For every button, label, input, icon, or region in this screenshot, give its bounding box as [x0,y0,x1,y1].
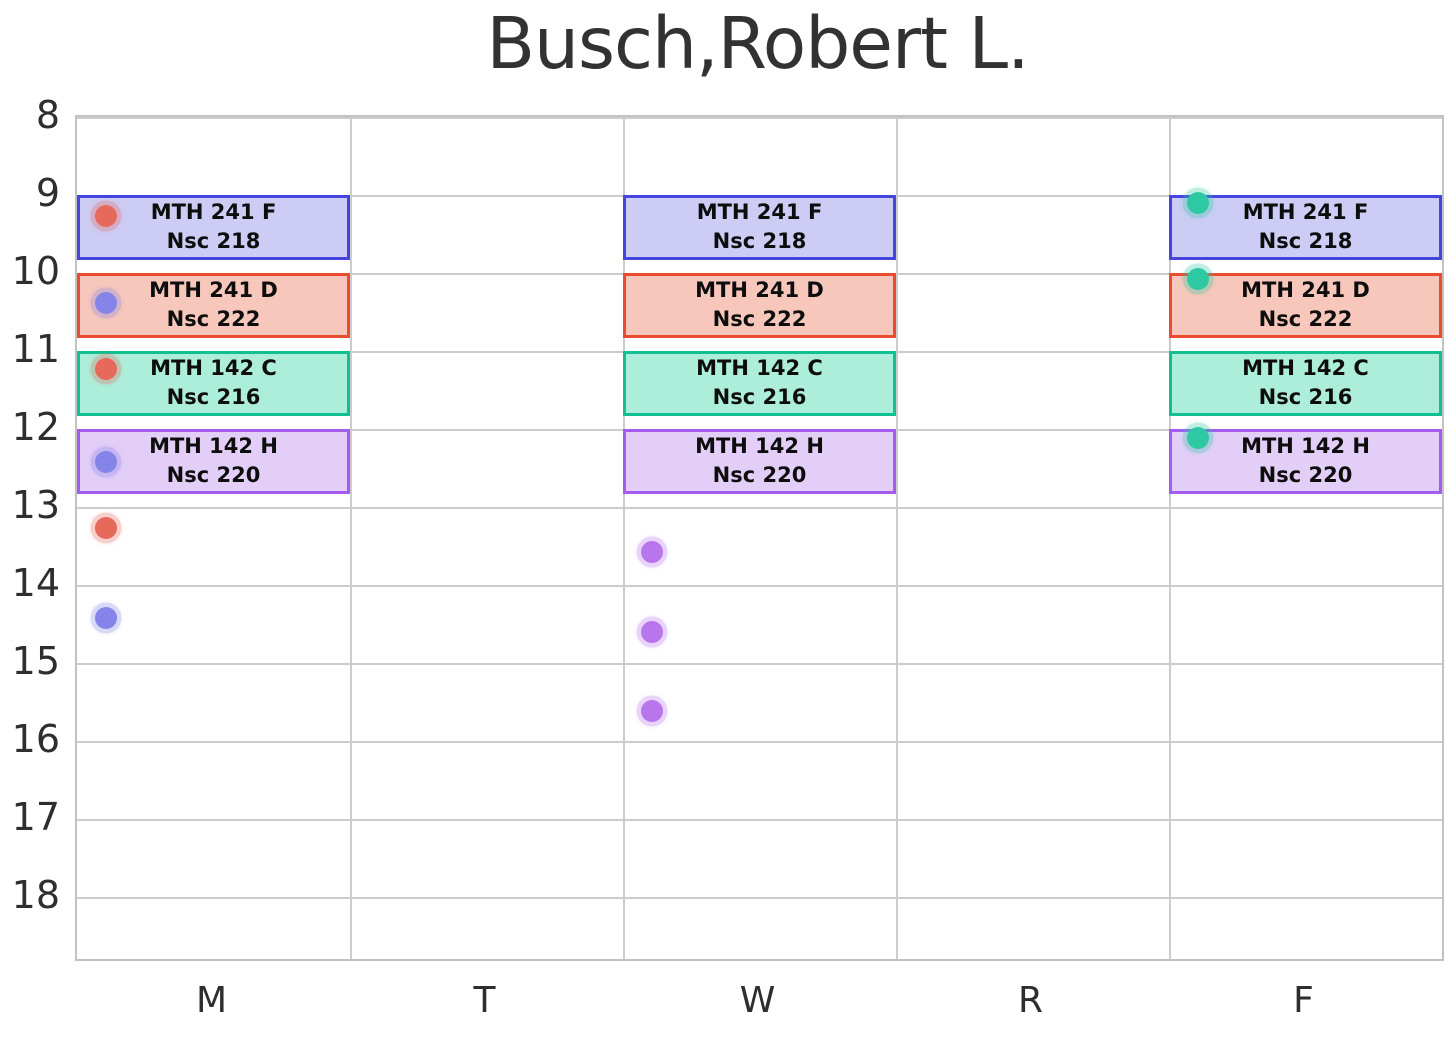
course-name: MTH 241 F [150,200,277,225]
course-room: Nsc 218 [166,229,261,254]
y-tick-label: 16 [11,716,60,761]
course-name: MTH 142 H [1241,434,1370,459]
x-tick-label-F: F [1293,980,1314,1021]
x-tick-label-W: W [739,980,776,1021]
y-tick-label: 12 [11,404,60,449]
day-gridline [896,117,898,959]
course-room: Nsc 220 [712,463,807,488]
course-block: MTH 241 F Nsc 218 [623,194,896,260]
course-block: MTH 142 C Nsc 216 [77,350,350,416]
course-name: MTH 241 D [1241,278,1370,303]
course-name: MTH 241 D [695,278,824,303]
course-room: Nsc 218 [1258,229,1353,254]
course-room: Nsc 218 [712,229,807,254]
meeting-dot-red [95,205,117,227]
meeting-dot-purple [641,620,663,643]
course-block: MTH 142 C Nsc 216 [1169,350,1442,416]
course-block: MTH 142 H Nsc 220 [77,428,350,494]
hour-gridline [77,662,1442,665]
course-room: Nsc 216 [166,385,261,410]
course-block: MTH 142 C Nsc 216 [623,350,896,416]
y-tick-label: 17 [11,794,60,839]
course-name: MTH 142 C [150,356,277,381]
hour-gridline [77,506,1442,509]
course-name: MTH 142 H [149,434,278,459]
x-tick-label-R: R [1017,980,1043,1021]
course-room: Nsc 222 [712,307,807,332]
hour-gridline [77,117,1442,119]
course-block: MTH 142 H Nsc 220 [1169,428,1442,494]
meeting-dot-purple [641,700,663,723]
y-tick-label: 11 [11,326,60,371]
course-block: MTH 241 D Nsc 222 [77,272,350,338]
meeting-dot-teal [1187,191,1209,214]
course-block: MTH 241 F Nsc 218 [77,194,350,260]
y-tick-label: 8 [35,93,60,137]
course-name: MTH 241 F [1242,200,1369,225]
course-room: Nsc 222 [1258,307,1353,332]
y-tick-label: 10 [11,248,60,293]
y-tick-label: 14 [11,560,60,605]
y-tick-label: 9 [35,170,60,215]
course-name: MTH 142 H [695,434,824,459]
course-block: MTH 241 D Nsc 222 [1169,272,1442,338]
plot-area: MTH 241 F Nsc 218 MTH 241 F Nsc 218 MTH 241 … [75,115,1444,961]
course-name: MTH 241 D [149,278,278,303]
course-name: MTH 241 F [696,200,823,225]
course-room: Nsc 216 [712,385,807,410]
x-tick-label-M: M [195,980,228,1021]
course-block: MTH 142 H Nsc 220 [623,428,896,494]
course-block: MTH 241 F Nsc 218 [1169,194,1442,260]
hour-gridline [77,740,1442,743]
course-room: Nsc 222 [166,307,261,332]
hour-gridline [77,896,1442,899]
course-name: MTH 142 C [696,356,823,381]
y-tick-label: 13 [11,482,60,527]
meeting-dot-purple [641,541,663,564]
y-tick-label: 18 [11,872,60,917]
meeting-dot-teal [1187,427,1209,450]
day-gridline [350,117,352,959]
hour-gridline [77,818,1442,821]
meeting-dot-red [95,516,117,539]
course-block: MTH 241 D Nsc 222 [623,272,896,338]
course-room: Nsc 220 [1258,463,1353,488]
chart-title: Busch,Robert L. [486,2,1029,85]
course-name: MTH 142 C [1242,356,1369,381]
x-tick-label-T: T [473,980,496,1021]
meeting-dot-blue [95,606,117,629]
y-tick-label: 15 [11,638,60,683]
course-room: Nsc 220 [166,463,261,488]
meeting-dot-blue [95,451,117,474]
day-gridline [623,117,625,959]
meeting-dot-blue [95,292,117,315]
day-gridline [1169,117,1171,959]
meeting-dot-teal [1187,268,1209,291]
course-room: Nsc 216 [1258,385,1353,410]
hour-gridline [77,584,1442,587]
meeting-dot-red [95,357,117,380]
